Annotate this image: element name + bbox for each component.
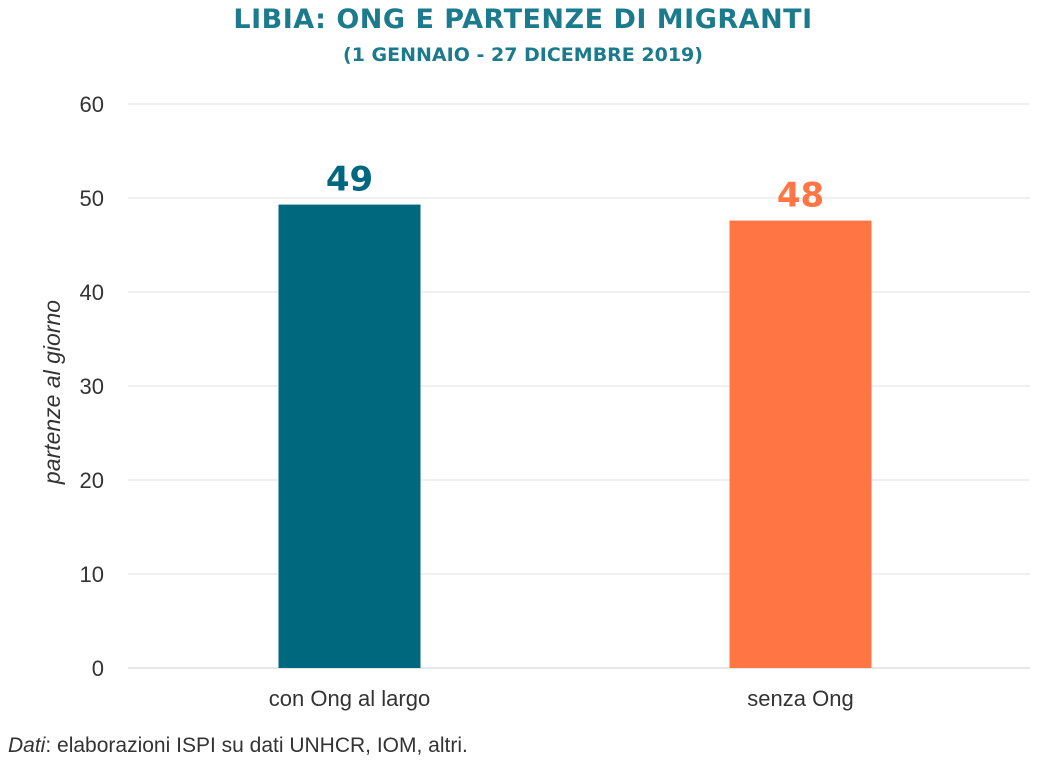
data-label: 49 [326,160,373,200]
y-tick-label: 0 [92,656,104,681]
bar-chart: 0 10 20 30 40 50 60 partenze al giorno 49 con Ong… [39,92,1030,711]
y-tick-label: 10 [80,562,104,587]
source-note: Dati: elaborazioni ISPI su dati UNHCR, I… [8,734,468,758]
y-tick-label: 30 [80,374,104,399]
y-tick-label: 60 [80,92,104,117]
x-tick-label: con Ong al largo [269,686,430,711]
y-tick-label: 40 [80,280,104,305]
data-label: 48 [777,176,824,216]
y-tick-label: 50 [80,186,104,211]
y-axis-label: partenze al giorno [39,300,65,485]
source-text: : elaborazioni ISPI su dati UNHCR, IOM, … [45,734,468,757]
source-label: Dati [8,734,46,757]
x-tick-label: senza Ong [747,686,853,711]
chart-subtitle: (1 GENNAIO - 27 DICEMBRE 2019) [343,44,703,66]
bar [729,220,872,668]
chart-title: LIBIA: ONG E PARTENZE DI MIGRANTI [233,4,813,35]
bar [278,204,421,668]
y-tick-label: 20 [80,468,104,493]
